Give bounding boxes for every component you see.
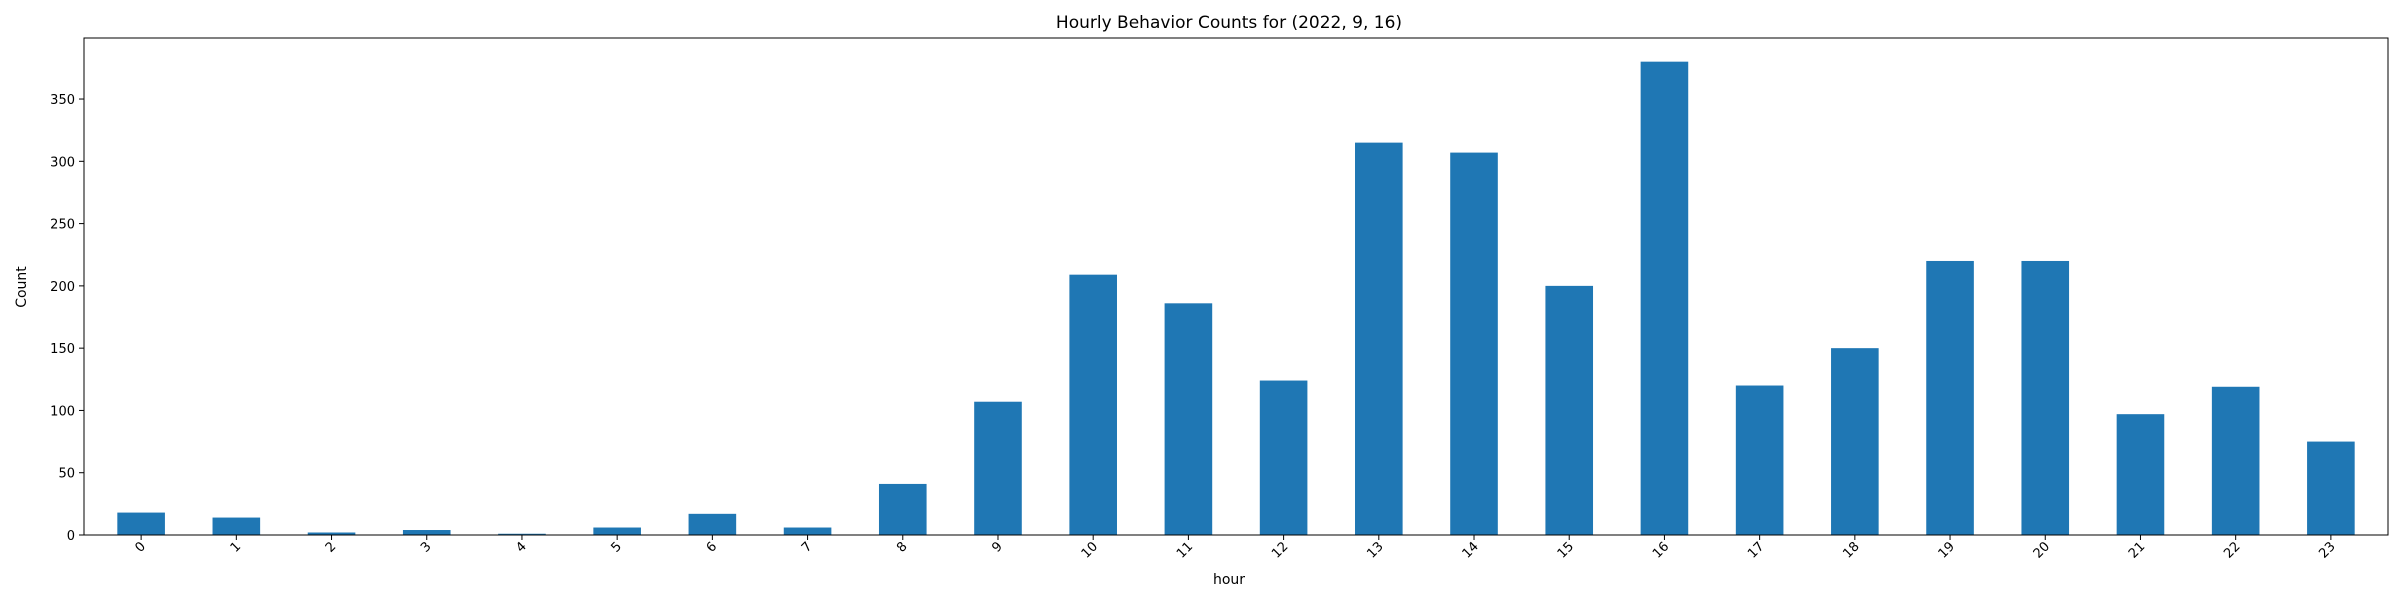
bar-hour-12 bbox=[1259, 380, 1308, 535]
y-tick-label: 250 bbox=[50, 218, 75, 233]
x-axis-ticks: 0 1 2 3 4 5 6 7 8 9 10 11 12 13 14 15 16 17 18 19 20 21 22 23 bbox=[132, 535, 2339, 562]
y-axis-ticks: 0 50 100 150 200 250 300 350 bbox=[50, 93, 84, 544]
x-tick-label: 7 bbox=[799, 539, 815, 555]
bar-hour-2 bbox=[307, 532, 356, 535]
y-tick-label: 150 bbox=[50, 342, 75, 357]
x-tick-label: 0 bbox=[132, 539, 148, 555]
x-tick-label: 8 bbox=[894, 539, 910, 555]
y-tick-label: 200 bbox=[50, 280, 75, 295]
bar-hour-10 bbox=[1069, 274, 1117, 535]
bar-hour-5 bbox=[593, 527, 641, 535]
bar-hour-17 bbox=[1735, 385, 1784, 535]
x-tick-label: 14 bbox=[1460, 539, 1482, 561]
bar-hour-6 bbox=[688, 513, 737, 535]
x-tick-label: 10 bbox=[1079, 539, 1101, 561]
x-tick-label: 12 bbox=[1269, 539, 1291, 561]
bar-hour-20 bbox=[2021, 260, 2070, 535]
x-tick-label: 20 bbox=[2031, 539, 2053, 561]
x-tick-label: 2 bbox=[323, 539, 339, 555]
x-tick-label: 9 bbox=[989, 539, 1005, 555]
bar-hour-0 bbox=[117, 512, 165, 535]
x-tick-label: 23 bbox=[2316, 539, 2338, 561]
x-tick-label: 17 bbox=[1745, 539, 1767, 561]
x-tick-label: 21 bbox=[2126, 539, 2148, 561]
x-tick-label: 16 bbox=[1650, 539, 1672, 561]
x-tick-label: 19 bbox=[1936, 539, 1958, 561]
x-tick-label: 3 bbox=[418, 539, 434, 555]
x-tick-label: 1 bbox=[228, 539, 244, 555]
bar-hour-11 bbox=[1164, 303, 1213, 535]
x-tick-label: 5 bbox=[609, 539, 625, 555]
bar-hour-22 bbox=[2211, 386, 2260, 535]
bars-group bbox=[117, 61, 2355, 536]
x-tick-label: 22 bbox=[2221, 539, 2243, 561]
plot-frame bbox=[83, 37, 2389, 536]
chart-title: Hourly Behavior Counts for (2022, 9, 16) bbox=[1056, 13, 1402, 33]
y-tick-label: 50 bbox=[58, 467, 75, 482]
bar-hour-7 bbox=[783, 527, 832, 535]
bar-hour-14 bbox=[1450, 152, 1498, 535]
x-tick-label: 13 bbox=[1364, 539, 1386, 561]
bar-hour-15 bbox=[1545, 285, 1594, 535]
bar-hour-21 bbox=[2116, 414, 2165, 535]
bar-hour-19 bbox=[1926, 260, 1974, 535]
bar-hour-1 bbox=[212, 517, 261, 535]
x-tick-label: 6 bbox=[704, 539, 720, 555]
bar-hour-9 bbox=[974, 401, 1022, 535]
x-tick-label: 18 bbox=[1840, 539, 1862, 561]
bar-hour-3 bbox=[402, 530, 451, 535]
bar-hour-16 bbox=[1640, 61, 1689, 536]
bar-hour-23 bbox=[2307, 441, 2355, 535]
bar-hour-13 bbox=[1355, 142, 1403, 535]
y-tick-label: 100 bbox=[50, 404, 75, 419]
y-axis-label: Count bbox=[14, 266, 30, 308]
x-axis-label: hour bbox=[1213, 572, 1245, 588]
bar-hour-18 bbox=[1831, 348, 1879, 535]
y-tick-label: 0 bbox=[67, 529, 75, 544]
x-tick-label: 11 bbox=[1174, 539, 1196, 561]
bar-hour-4 bbox=[498, 533, 546, 535]
y-tick-label: 350 bbox=[50, 93, 75, 108]
x-tick-label: 15 bbox=[1555, 539, 1577, 561]
y-tick-label: 300 bbox=[50, 155, 75, 170]
x-tick-label: 4 bbox=[513, 539, 529, 555]
bar-hour-8 bbox=[878, 483, 927, 535]
